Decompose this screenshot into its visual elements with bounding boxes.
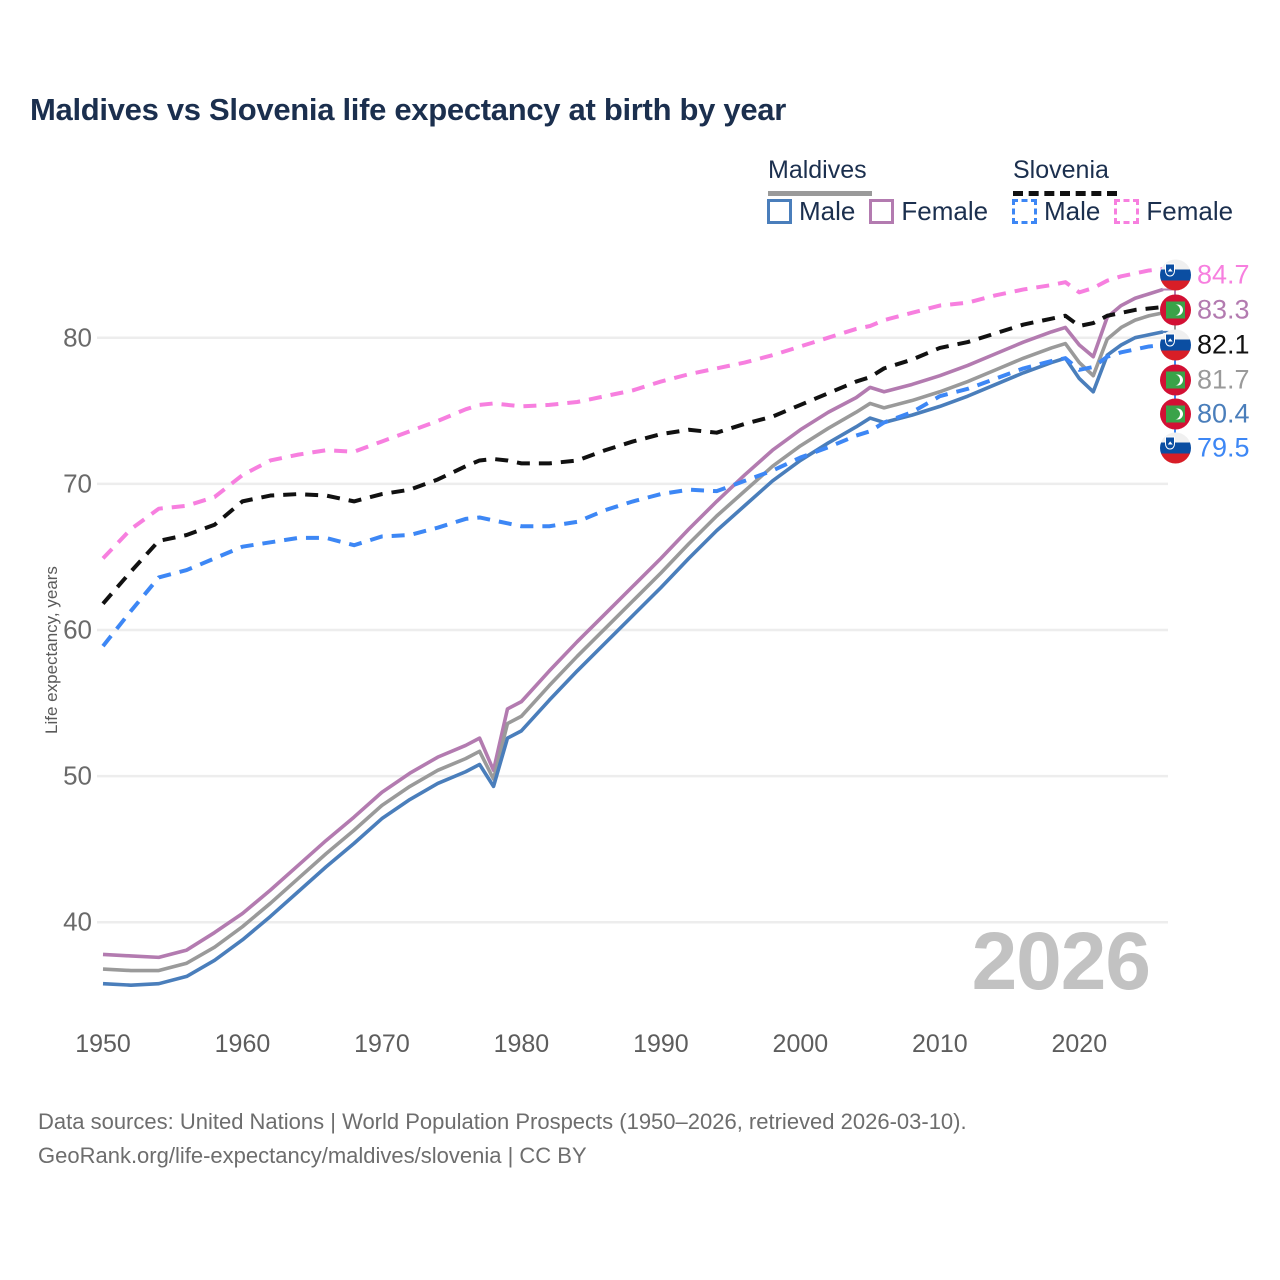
series-end-value: 79.5	[1197, 432, 1250, 463]
legend-item-slovenia-male[interactable]: Male	[1012, 198, 1100, 224]
maldives-flag-icon	[1160, 364, 1191, 396]
maldives-flag-icon	[1160, 294, 1191, 326]
legend-label-maldives-female: Female	[901, 196, 989, 226]
series-line-slovenia-female	[101, 267, 1164, 560]
legend-item-slovenia-female[interactable]: Female	[1114, 198, 1233, 224]
y-axis-tick-label: 40	[63, 906, 92, 937]
page-title: Maldives vs Slovenia life expectancy at …	[30, 92, 786, 127]
y-axis-tick-label: 60	[63, 614, 92, 645]
series-line-slovenia-total	[101, 305, 1164, 606]
series-end-label: 81.7	[1160, 364, 1250, 396]
slovenia-flag-icon	[1160, 259, 1191, 291]
x-axis-tick-label: 1990	[633, 1030, 689, 1058]
series-end-value: 82.1	[1197, 329, 1250, 360]
x-axis-tick-label: 2000	[772, 1030, 829, 1058]
x-axis-tick-label: 1970	[354, 1030, 410, 1058]
legend-item-maldives-male[interactable]: Male	[767, 198, 855, 224]
chart-legend: Maldives Male Female Slovenia Male	[755, 158, 1255, 244]
series-end-value: 81.7	[1197, 364, 1250, 395]
series-end-label: 82.1	[1160, 329, 1250, 361]
legend-label-slovenia-male: Male	[1044, 196, 1101, 226]
legend-group-slovenia: Slovenia Male Female	[1012, 156, 1233, 224]
series-end-value: 80.4	[1197, 398, 1250, 429]
legend-swatch-maldives-male	[767, 198, 792, 224]
legend-item-maldives-female[interactable]: Female	[869, 198, 988, 224]
legend-swatch-slovenia-male	[1012, 198, 1037, 224]
legend-group-maldives: Maldives Male Female	[767, 156, 988, 224]
x-axis-tick-label: 1960	[214, 1030, 271, 1058]
series-end-label: 84.7	[1160, 259, 1250, 291]
series-line-maldives-female	[102, 287, 1164, 960]
series-line-maldives-total	[102, 311, 1164, 973]
x-axis-tick-label: 2010	[912, 1030, 968, 1058]
footer-note: Data sources: United Nations | World Pop…	[38, 1105, 967, 1173]
x-axis-tick-label: 2020	[1051, 1030, 1108, 1058]
x-axis-tick-label: 1950	[75, 1030, 131, 1058]
year-watermark: 2026	[971, 916, 1151, 1007]
legend-swatch-slovenia-female	[1114, 198, 1140, 224]
legend-rule-maldives	[768, 191, 872, 196]
series-end-label: 79.5	[1160, 432, 1250, 464]
y-axis-tick-label: 50	[63, 760, 92, 791]
y-axis-ticks: 40 50 60 70 80	[18, 0, 92, 1280]
series-end-labels: 84.7 83.3 82.1 81.7 80.4 79.5	[1160, 250, 1280, 480]
legend-swatch-maldives-female	[869, 198, 895, 224]
series-line-slovenia-male	[101, 343, 1164, 648]
maldives-flag-icon	[1160, 398, 1191, 430]
slovenia-flag-icon	[1160, 329, 1191, 361]
series-line-maldives-male	[102, 330, 1164, 987]
y-axis-tick-label: 80	[63, 322, 92, 353]
series-end-label: 83.3	[1160, 294, 1250, 326]
footer-line-1: Data sources: United Nations | World Pop…	[38, 1109, 967, 1134]
series-end-value: 84.7	[1197, 259, 1250, 290]
series-end-label: 80.4	[1160, 398, 1250, 430]
y-axis-tick-label: 70	[63, 468, 92, 499]
legend-label-maldives-male: Male	[799, 196, 856, 226]
series-end-value: 83.3	[1197, 294, 1250, 325]
legend-label-slovenia-female: Female	[1146, 196, 1234, 226]
legend-country-label-maldives: Maldives	[768, 156, 867, 184]
slovenia-flag-icon	[1160, 432, 1191, 464]
footer-line-2: GeoRank.org/life-expectancy/maldives/slo…	[38, 1143, 587, 1169]
legend-rule-slovenia	[1013, 191, 1117, 196]
x-axis-tick-label: 1980	[493, 1030, 550, 1058]
legend-country-label-slovenia: Slovenia	[1013, 156, 1109, 184]
